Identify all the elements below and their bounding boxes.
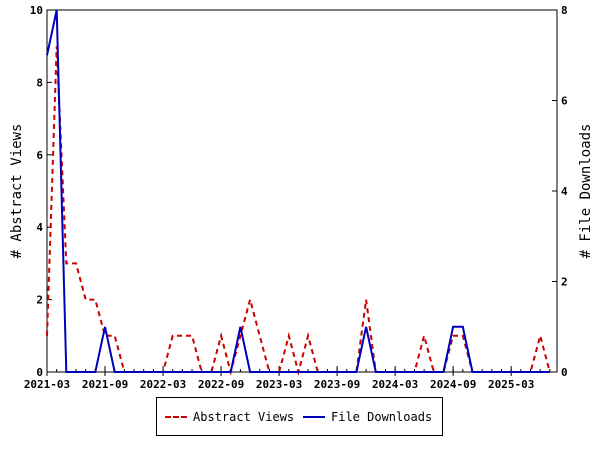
x-tick-label: 2022-09: [198, 378, 244, 391]
x-tick-label: 2024-09: [430, 378, 476, 391]
series-line-file-downloads: [46, 9, 550, 373]
x-tick-label: 2024-03: [372, 378, 418, 391]
y2-axis-label: # File Downloads: [578, 124, 594, 259]
legend-label: Abstract Views: [193, 410, 295, 424]
legend-swatch-solid-blue: [303, 416, 325, 418]
y2-tick-label: 6: [561, 95, 568, 108]
y-tick-label: 4: [36, 221, 43, 234]
legend-label: File Downloads: [331, 410, 433, 424]
x-tick-label: 2021-03: [24, 378, 70, 391]
x-tick-label: 2022-03: [140, 378, 186, 391]
y2-tick-label: 0: [561, 366, 568, 379]
x-tick-label: 2023-03: [256, 378, 302, 391]
y-tick-label: 2: [36, 294, 43, 307]
y-tick-label: 0: [36, 366, 43, 379]
x-tick-label: 2025-03: [488, 378, 534, 391]
legend-swatch-dashed-red: [165, 416, 187, 418]
x-tick-label: 2023-09: [314, 378, 360, 391]
legend-item-abstract-views: Abstract Views: [165, 410, 294, 424]
legend-item-file-downloads: File Downloads: [303, 410, 432, 424]
y-tick-label: 10: [30, 4, 43, 17]
y-tick-label: 8: [36, 76, 43, 89]
y-axis-label: # Abstract Views: [9, 124, 25, 259]
y2-tick-label: 8: [561, 4, 568, 17]
legend: Abstract Views File Downloads: [156, 397, 443, 436]
y-tick-label: 6: [36, 149, 43, 162]
series-line-abstract-views: [46, 46, 551, 376]
plot-area: [46, 9, 558, 373]
y2-tick-label: 2: [561, 276, 568, 289]
x-tick-label: 2021-09: [82, 378, 128, 391]
y2-tick-label: 4: [561, 185, 568, 198]
